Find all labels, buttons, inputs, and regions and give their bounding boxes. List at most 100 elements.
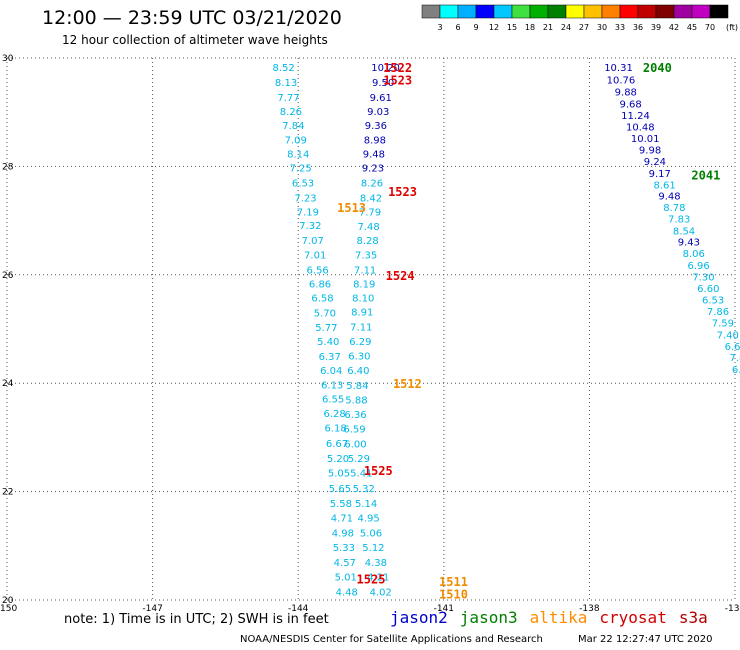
colorbar-unit: (ft): [726, 23, 738, 32]
x-tick-label: -141: [434, 604, 454, 614]
legend-item-jason2: jason2: [390, 608, 448, 627]
legend-item-altika: altika: [529, 608, 588, 627]
y-tick-label: 22: [2, 488, 13, 498]
y-tick-label: 28: [2, 162, 14, 172]
x-tick-label: -144: [288, 604, 309, 614]
wave-height-point: 5.20: [327, 454, 349, 465]
wave-height-point: 6.56: [306, 265, 328, 276]
y-tick-label: 24: [2, 379, 14, 389]
wave-height-point: 6.6: [725, 342, 740, 353]
pass-time-label: 1511: [439, 575, 468, 589]
wave-height-point: 7.86: [707, 307, 729, 318]
wave-height-point: 8.78: [663, 203, 685, 214]
colorbar-label: 30: [597, 23, 607, 32]
wave-height-point: 8.19: [353, 279, 375, 290]
y-tick-label: 30: [2, 54, 14, 64]
wave-height-point: 7.79: [359, 207, 381, 218]
x-tick-label: -147: [142, 604, 162, 614]
footer-credit: NOAA/NESDIS Center for Satellite Applica…: [240, 634, 543, 645]
wave-height-point: 9.03: [367, 107, 389, 118]
colorbar-label: 33: [615, 23, 625, 32]
wave-height-point: 6.3: [732, 365, 740, 376]
wave-height-point: 6.28: [323, 409, 345, 420]
colorbar-swatch: [547, 4, 567, 19]
colorbar-swatch: [637, 4, 657, 19]
pass-time-label: 1513: [337, 201, 366, 215]
wave-height-point: 9.43: [678, 238, 700, 249]
pass-time-label: 1512: [393, 377, 422, 391]
wave-height-point: 7.19: [297, 207, 319, 218]
wave-height-point: 9.24: [644, 157, 666, 168]
wave-height-points: 8.52 8.13 7.77 8.26 7.84 7.09 8.14 7.25 6.53 7.23…: [273, 63, 740, 598]
y-tick-label: 20: [2, 596, 14, 606]
wave-height-point: 9.50: [372, 78, 394, 89]
wave-height-point: 7.40: [717, 330, 739, 341]
wave-height-point: 7.23: [294, 193, 316, 204]
wave-height-point: 5.58: [330, 499, 352, 510]
wave-height-point: 9.17: [649, 169, 671, 180]
wave-height-point: 4.21: [367, 573, 389, 584]
colorbar-swatch: [655, 4, 675, 19]
legend-item-cryosat: cryosat: [599, 608, 667, 627]
x-tick-label: -138: [579, 604, 600, 614]
wave-height-point: 5.06: [360, 528, 382, 539]
wave-height-point: 7.59: [712, 318, 734, 329]
wave-height-point: 5.05: [328, 469, 350, 480]
chart-title: 12:00 — 23:59 UTC 03/21/2020: [42, 7, 342, 29]
colorbar-label: 6: [455, 23, 460, 32]
wave-height-point: 9.98: [639, 146, 661, 157]
wave-height-point: 6.37: [319, 352, 341, 363]
wave-height-point: 7.11: [354, 265, 376, 276]
wave-height-point: 6.30: [348, 352, 370, 363]
wave-height-point: 8.10: [352, 294, 374, 305]
wave-height-point: 8.26: [361, 179, 383, 190]
wave-height-point: 4.71: [331, 514, 353, 525]
pass-time-label: 1525: [364, 464, 393, 478]
wave-height-point: 9.48: [363, 149, 385, 160]
wave-height-point: 7.83: [668, 214, 690, 225]
colorbar-label: 9: [473, 23, 478, 32]
footer-note: note: 1) Time is in UTC; 2) SWH is in fe…: [64, 612, 329, 627]
colorbar-swatch: [691, 4, 711, 19]
colorbar-label: 70: [705, 23, 715, 32]
colorbar-label: 12: [489, 23, 499, 32]
wave-height-point: 8.28: [356, 236, 378, 247]
wave-height-point: 5.88: [345, 395, 367, 406]
pass-time-label: 1524: [386, 269, 415, 283]
wave-height-point: 7.09: [285, 135, 307, 146]
wave-height-point: 4.95: [357, 514, 379, 525]
pass-time-label: 1523: [383, 74, 412, 88]
legend-item-jason3: jason3: [459, 608, 518, 627]
wave-height-point: 10.01: [631, 134, 660, 145]
wave-height-point: 5.12: [362, 543, 384, 554]
wave-height-point: 8.61: [653, 180, 675, 191]
wave-height-point: 9.48: [658, 192, 680, 203]
wave-height-point: 5.70: [314, 309, 336, 320]
wave-height-point: 8.42: [360, 193, 382, 204]
pass-time-label: 1522: [383, 61, 412, 75]
colorbar-swatch: [709, 4, 729, 19]
wave-height-point: 10.31: [604, 63, 633, 74]
colorbar-label: 45: [687, 23, 697, 32]
wave-height-point: 4.48: [336, 587, 358, 598]
wave-height-point: 6.96: [687, 261, 709, 272]
wave-height-point: 5.40: [317, 337, 339, 348]
pass-time-label: 1523: [388, 185, 417, 199]
y-tick-label: 26: [2, 271, 14, 281]
colorbar-swatch: [475, 4, 495, 19]
wave-height-point: 4.02: [370, 587, 392, 598]
wave-height-point: 6.18: [324, 424, 346, 435]
wave-height-point: 4.38: [365, 558, 387, 569]
wave-height-point: 9.36: [365, 121, 387, 132]
wave-height-point: 10.48: [626, 122, 655, 133]
wave-height-point: 7.01: [304, 251, 326, 262]
wave-height-point: 7.30: [692, 272, 714, 283]
wave-height-point: 6.00: [344, 439, 366, 450]
wave-height-point: 8.26: [280, 107, 302, 118]
colorbar-label: 24: [561, 23, 571, 32]
colorbar-label: 21: [543, 23, 553, 32]
colorbar-swatch: [493, 4, 513, 19]
pass-time-label: 2041: [691, 169, 720, 183]
pass-time-label: 1510: [439, 587, 468, 601]
colorbar-swatch: [673, 4, 693, 19]
